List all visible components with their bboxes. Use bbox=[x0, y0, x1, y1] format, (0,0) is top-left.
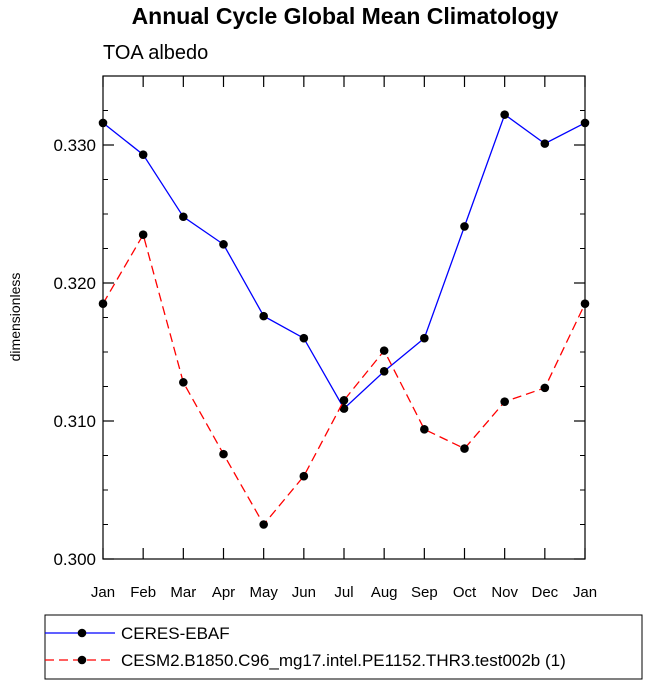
legend-marker-2 bbox=[77, 655, 87, 665]
series-1-point bbox=[219, 240, 228, 249]
x-tick-label: Jun bbox=[292, 584, 316, 601]
series-1-point bbox=[299, 333, 309, 343]
y-tick-label: 0.320 bbox=[53, 274, 96, 293]
series-2-point bbox=[540, 383, 550, 393]
series-2-point bbox=[179, 378, 188, 387]
x-tick-label: Jan bbox=[91, 584, 115, 601]
series-2-point bbox=[420, 424, 429, 434]
series-2-point bbox=[500, 397, 509, 406]
legend-marker-1 bbox=[77, 628, 87, 638]
legend: CERES-EBAF CESM2.B1850.C96_mg17.intel.PE1… bbox=[45, 624, 566, 670]
legend-box bbox=[44, 614, 643, 680]
x-tick-label: Feb bbox=[130, 584, 156, 601]
series-1-point bbox=[460, 222, 469, 231]
series-2-point bbox=[339, 396, 349, 405]
x-tick-label: Apr bbox=[212, 584, 235, 601]
series-1-point bbox=[98, 118, 108, 128]
series-2-point bbox=[138, 230, 148, 239]
legend-label-2: CESM2.B1850.C96_mg17.intel.PE1152.THR3.t… bbox=[121, 651, 566, 670]
chart-subtitle: TOA albedo bbox=[103, 42, 208, 64]
chart-title: Annual Cycle Global Mean Climatology bbox=[132, 3, 559, 29]
y-axis-label: dimensionless bbox=[7, 273, 23, 362]
x-tick-label: Sep bbox=[411, 584, 438, 601]
series-1-point bbox=[580, 118, 590, 128]
y-tick-label: 0.300 bbox=[53, 550, 96, 569]
y-tick-label: 0.330 bbox=[53, 136, 96, 155]
series-1-point bbox=[540, 139, 550, 148]
series-2-point bbox=[219, 449, 228, 459]
plot-frame bbox=[102, 75, 586, 560]
series-line-2 bbox=[102, 233, 586, 526]
series-2-point bbox=[259, 520, 268, 529]
series-line-1 bbox=[102, 113, 586, 410]
y-tick-label: 0.310 bbox=[53, 412, 96, 431]
series-1-point bbox=[420, 333, 429, 343]
series-1-point bbox=[179, 212, 188, 222]
series-2-point bbox=[460, 444, 469, 453]
x-tick-label: Dec bbox=[531, 584, 558, 601]
legend-label-1: CERES-EBAF bbox=[121, 624, 230, 643]
x-tick-label: Aug bbox=[371, 584, 398, 601]
series-group bbox=[98, 110, 590, 529]
series-2-point bbox=[98, 299, 108, 309]
series-2-point bbox=[580, 299, 590, 309]
axes: 0.300 0.310 0.320 0.330 Jan Feb Mar Apr May Jun Ju… bbox=[53, 75, 597, 601]
series-1-point bbox=[379, 367, 389, 376]
series-1-point bbox=[500, 110, 509, 119]
x-tick-label: Jan bbox=[573, 584, 597, 601]
x-tick-label: Nov bbox=[491, 584, 518, 601]
x-tick-label: Jul bbox=[334, 584, 353, 601]
x-tick-label: Oct bbox=[453, 584, 477, 601]
series-2-point bbox=[379, 346, 389, 355]
x-tick-label: May bbox=[249, 584, 278, 601]
series-1-point bbox=[259, 311, 268, 321]
series-1-point bbox=[138, 150, 148, 159]
series-2-point bbox=[299, 471, 309, 481]
x-tick-label: Mar bbox=[170, 584, 196, 601]
series-1-point bbox=[339, 404, 349, 413]
